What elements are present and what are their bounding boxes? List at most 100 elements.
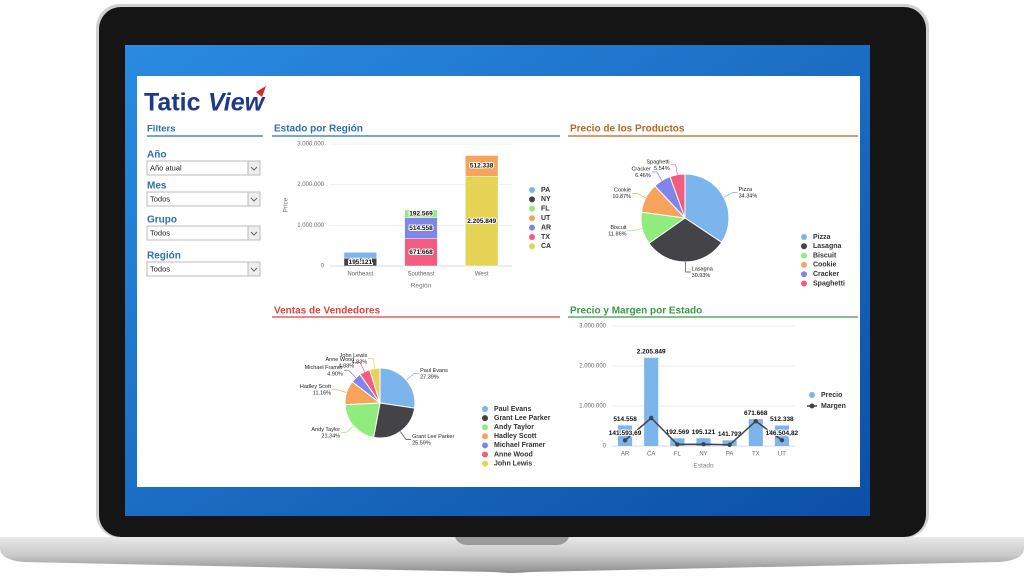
pie-label-value: 5.54% xyxy=(654,166,670,172)
filter-value: Todos xyxy=(150,194,170,203)
select-arrow xyxy=(250,231,258,236)
pie-label-name: Pizza xyxy=(739,187,753,193)
chart-title: Precio de los Productos xyxy=(570,124,685,135)
filter-label: Región xyxy=(147,251,181,262)
x-tick-label: AR xyxy=(621,452,630,458)
legend-label[interactable]: AR xyxy=(541,224,551,231)
legend-marker xyxy=(529,234,535,240)
chart-title: Precio y Margen por Estado xyxy=(570,306,702,317)
legend-marker xyxy=(529,224,535,231)
legend-label[interactable]: Pizza xyxy=(813,234,831,241)
data-label: 512.338 xyxy=(470,163,494,170)
data-label: 141.593,69 xyxy=(609,430,642,437)
legend-label[interactable]: Paul Evans xyxy=(494,406,531,413)
y-tick-label: 0 xyxy=(603,444,607,450)
legend-label[interactable]: Margen xyxy=(821,403,846,410)
legend-label[interactable]: Spaghetti xyxy=(813,280,845,287)
chart-title: Estado por Región xyxy=(274,124,363,135)
legend-label[interactable]: NY xyxy=(541,196,551,203)
logo-mark xyxy=(256,86,266,97)
data-label: 512.338 xyxy=(770,416,794,423)
line-marker xyxy=(753,419,758,424)
legend-marker xyxy=(482,451,488,458)
legend-label[interactable]: Michael Framer xyxy=(494,442,546,449)
filter-value: Todos xyxy=(150,228,170,237)
legend-label[interactable]: Hadley Scott xyxy=(494,433,537,440)
legend-label[interactable]: CA xyxy=(541,243,551,250)
x-tick-label: NY xyxy=(699,452,707,458)
label-connector xyxy=(343,370,357,378)
legend-label[interactable]: PA xyxy=(541,187,550,194)
laptop-base xyxy=(0,537,1024,573)
x-tick-label: FL xyxy=(674,452,682,458)
legend-marker xyxy=(809,403,815,409)
bar xyxy=(748,419,763,446)
pie-label-name: John Lewis xyxy=(340,353,368,359)
legend-label[interactable]: Cracker xyxy=(813,271,839,278)
legend-label[interactable]: Precio xyxy=(821,392,842,399)
legend-marker xyxy=(801,261,807,268)
pie-label-value: 6.46% xyxy=(635,173,651,179)
bar-segment xyxy=(465,155,499,177)
label-connector xyxy=(670,164,678,175)
label-connector xyxy=(400,431,412,441)
x-tick-label: UT xyxy=(778,452,786,458)
legend-label[interactable]: FL xyxy=(541,206,550,213)
pie-label-name: Andy Taylor xyxy=(311,427,340,433)
legend-label[interactable]: Biscuit xyxy=(813,252,837,259)
y-tick-label: 1.000.000 xyxy=(579,404,606,410)
select-arrow xyxy=(250,166,258,171)
x-axis-title: Región xyxy=(411,283,432,290)
line-marker xyxy=(622,438,628,443)
legend-marker xyxy=(482,406,488,412)
legend-marker xyxy=(801,252,807,259)
line-marker xyxy=(779,437,785,443)
legend-label[interactable]: Anne Wood xyxy=(494,451,533,458)
line-marker xyxy=(675,442,680,447)
pie-label-name: Paul Evans xyxy=(420,368,448,374)
legend-label[interactable]: Lasagna xyxy=(813,243,842,250)
label-connector xyxy=(368,358,376,369)
label-connector xyxy=(631,192,647,199)
select-arrow xyxy=(250,197,258,202)
filters: Filters xyxy=(147,124,263,137)
pie-label-value: 11.86% xyxy=(608,232,626,238)
legend-label[interactable]: UT xyxy=(541,215,551,222)
select-arrow xyxy=(250,267,258,272)
pie-slice xyxy=(669,173,686,219)
pie-slice xyxy=(648,217,723,263)
data-label: 192.569 xyxy=(409,211,433,218)
select-arrow-box xyxy=(247,160,261,176)
legend-marker xyxy=(482,424,488,431)
pie-label-name: Spaghetti xyxy=(646,159,669,165)
label-connector xyxy=(723,192,738,198)
legend-label[interactable]: TX xyxy=(541,234,550,241)
pie-label-name: Hadley Scott xyxy=(300,384,332,390)
filter-label: Mes xyxy=(147,181,167,192)
line-marker xyxy=(649,415,654,421)
label-connector xyxy=(406,373,420,381)
legend-label[interactable]: Grant Lee Parker xyxy=(494,415,551,422)
label-connector xyxy=(332,389,347,393)
filter-value: Año atual xyxy=(150,163,182,172)
legend-label[interactable]: John Lewis xyxy=(494,460,532,467)
pie-label-name: Cracker xyxy=(631,166,650,172)
label-connector xyxy=(341,425,354,433)
legend-marker xyxy=(801,280,807,287)
x-tick-label: PA xyxy=(726,452,734,458)
data-label: 671.668 xyxy=(744,410,768,417)
base-notch xyxy=(455,537,569,545)
legend-label[interactable]: Cookie xyxy=(813,262,836,269)
pie-label-name: Cookie xyxy=(614,188,631,194)
label-connector xyxy=(355,362,365,372)
bar-segment xyxy=(343,252,377,259)
pie-label-value: 30.93% xyxy=(692,273,711,279)
data-label: 2.205.849 xyxy=(637,348,666,355)
legend-marker xyxy=(529,187,535,193)
pie-slice xyxy=(344,402,381,438)
data-label: 146.504,82 xyxy=(766,430,799,437)
line-marker xyxy=(727,442,732,447)
legend-label[interactable]: Andy Taylor xyxy=(494,424,534,431)
pie-label-name: Lasagna xyxy=(692,266,714,272)
y-tick-label: 3.000.000 xyxy=(579,324,606,330)
